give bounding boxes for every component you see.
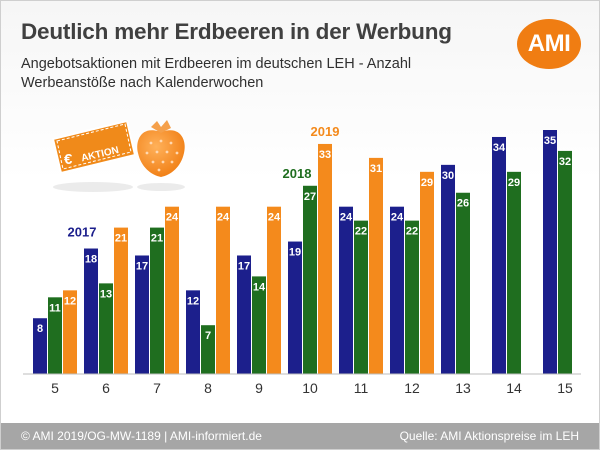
bar-chart: € AKTION 8111218132117212412724171424192… (23, 119, 581, 396)
bar-2017-kw15 (543, 130, 557, 374)
series-label-2017: 2017 (68, 225, 97, 240)
data-label-2017-kw9: 17 (238, 260, 250, 272)
strawberry-icon (137, 120, 185, 191)
x-tick-kw9: 9 (255, 380, 263, 396)
data-label-2018-kw9: 14 (253, 281, 266, 293)
footer-copyright: © AMI 2019/OG-MW-1189 | AMI-informiert.d… (21, 429, 262, 443)
data-label-2018-kw14: 29 (508, 177, 520, 189)
footer-bar: © AMI 2019/OG-MW-1189 | AMI-informiert.d… (1, 423, 599, 449)
series-label-2019: 2019 (311, 124, 340, 139)
data-label-2017-kw6: 18 (85, 254, 97, 266)
data-label-2017-kw14: 34 (493, 142, 506, 154)
bar-2017-kw11 (339, 206, 353, 374)
bars-group: 8111218132117212412724171424192733242231… (33, 130, 572, 374)
chart-title: Deutlich mehr Erdbeeren in der Werbung (21, 19, 452, 44)
ticket-euro-sign: € (64, 151, 73, 168)
data-label-2018-kw11: 22 (355, 226, 367, 238)
data-label-2019-kw9: 24 (268, 212, 281, 224)
data-label-2017-kw13: 30 (442, 170, 454, 182)
bar-2019-kw5 (63, 290, 77, 374)
bar-2018-kw15 (558, 150, 572, 374)
bar-2018-kw7 (150, 227, 164, 374)
data-label-2018-kw7: 21 (151, 233, 163, 245)
data-label-2018-kw12: 22 (406, 226, 418, 238)
x-tick-kw13: 13 (455, 380, 471, 396)
bar-2019-kw7 (165, 206, 179, 374)
data-label-2018-kw15: 32 (559, 156, 571, 168)
x-tick-kw10: 10 (302, 380, 318, 396)
bar-2018-kw6 (99, 283, 113, 374)
x-tick-kw5: 5 (51, 380, 59, 396)
bar-2019-kw12 (420, 171, 434, 374)
x-tick-kw7: 7 (153, 380, 161, 396)
bar-2018-kw11 (354, 220, 368, 374)
data-label-2017-kw12: 24 (391, 212, 404, 224)
ami-logo: AMI (517, 19, 581, 69)
data-label-2019-kw5: 12 (64, 295, 76, 307)
chart-subtitle: Angebotsaktionen mit Erdbeeren im deutsc… (21, 55, 461, 93)
data-label-2017-kw15: 35 (544, 135, 556, 147)
bar-2019-kw6 (114, 227, 128, 374)
data-label-2017-kw7: 17 (136, 260, 148, 272)
x-tick-kw15: 15 (557, 380, 573, 396)
data-label-2018-kw13: 26 (457, 198, 469, 210)
bar-2017-kw14 (492, 136, 506, 374)
data-label-2019-kw11: 31 (370, 163, 382, 175)
bar-2019-kw8 (216, 206, 230, 374)
bar-2017-kw7 (135, 255, 149, 374)
data-label-2017-kw10: 19 (289, 247, 301, 259)
data-label-2019-kw6: 21 (115, 233, 127, 245)
x-tick-labels: 5 6 7 8 9 10 11 12 13 14 15 (51, 380, 573, 396)
bar-2018-kw13 (456, 192, 470, 374)
series-label-2018: 2018 (283, 166, 312, 181)
bar-2019-kw11 (369, 157, 383, 374)
data-label-2017-kw5: 8 (37, 323, 43, 335)
data-label-2019-kw12: 29 (421, 177, 433, 189)
bar-2017-kw5 (33, 318, 47, 374)
bar-2017-kw13 (441, 164, 455, 374)
data-label-2019-kw10: 33 (319, 149, 331, 161)
series-labels: 2017 2018 2019 (68, 124, 340, 240)
bar-2018-kw14 (507, 171, 521, 374)
bar-2018-kw8 (201, 325, 215, 374)
bar-2017-kw8 (186, 290, 200, 374)
x-tick-kw6: 6 (102, 380, 110, 396)
subtitle-line-1: Angebotsaktionen mit Erdbeeren im deutsc… (21, 56, 412, 72)
bar-2018-kw5 (48, 297, 62, 374)
bar-2017-kw10 (288, 241, 302, 374)
bar-2018-kw9 (252, 276, 266, 374)
data-label-2019-kw8: 24 (217, 212, 230, 224)
data-label-2017-kw11: 24 (340, 212, 353, 224)
data-label-2018-kw8: 7 (205, 330, 211, 342)
bar-2017-kw6 (84, 248, 98, 374)
data-label-2018-kw5: 11 (49, 302, 61, 314)
bar-2019-kw10 (318, 143, 332, 374)
x-tick-kw11: 11 (354, 380, 369, 396)
bar-2018-kw12 (405, 220, 419, 374)
data-label-2019-kw7: 24 (166, 212, 179, 224)
x-tick-kw14: 14 (506, 380, 522, 396)
data-label-2017-kw8: 12 (187, 295, 199, 307)
bar-2017-kw12 (390, 206, 404, 374)
x-tick-kw8: 8 (204, 380, 212, 396)
x-tick-kw12: 12 (404, 380, 420, 396)
bar-2017-kw9 (237, 255, 251, 374)
subtitle-line-2: Werbeanstöße nach Kalenderwochen (21, 75, 264, 91)
footer-source: Quelle: AMI Aktionspreise im LEH (399, 429, 579, 443)
aktion-ticket-icon: € AKTION (51, 119, 137, 192)
bar-2019-kw9 (267, 206, 281, 374)
bar-2018-kw10 (303, 185, 317, 374)
data-label-2018-kw10: 27 (304, 191, 316, 203)
data-label-2018-kw6: 13 (100, 288, 112, 300)
